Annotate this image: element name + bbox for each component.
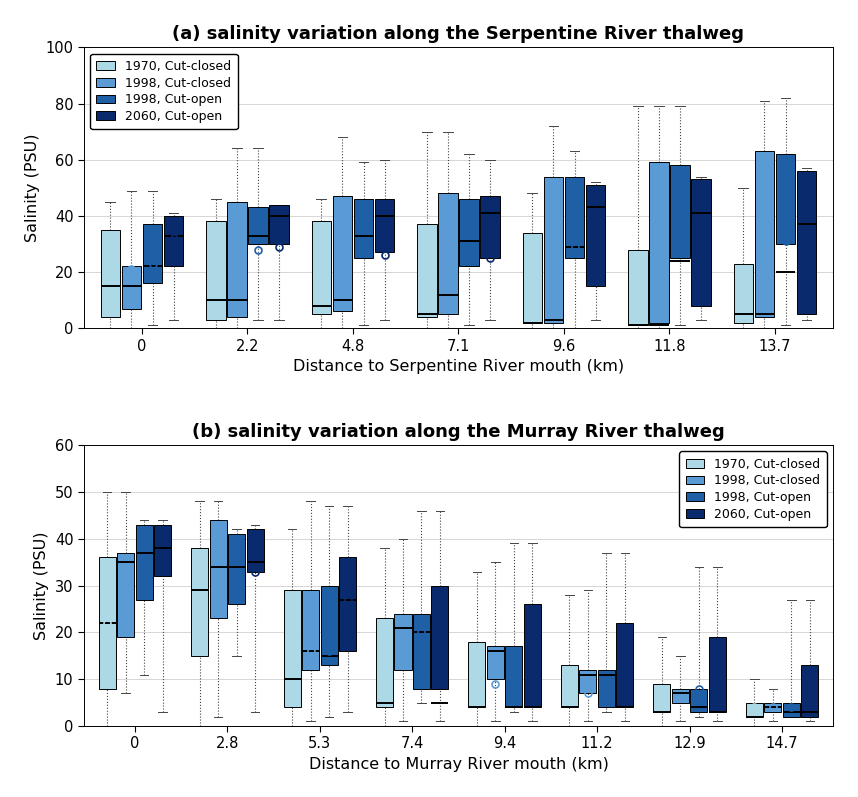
Bar xyxy=(269,205,289,244)
Bar xyxy=(628,249,648,325)
Bar xyxy=(586,185,606,286)
Bar xyxy=(505,646,523,707)
X-axis label: Distance to Serpentine River mouth (km): Distance to Serpentine River mouth (km) xyxy=(293,359,624,375)
Bar xyxy=(650,163,668,323)
Bar xyxy=(246,529,263,571)
Bar xyxy=(480,196,500,258)
Bar xyxy=(353,199,373,258)
Bar xyxy=(709,637,726,712)
Bar xyxy=(782,703,800,717)
Bar xyxy=(117,553,134,637)
Bar xyxy=(321,586,337,665)
Bar xyxy=(801,665,819,717)
Bar xyxy=(191,548,208,656)
Bar xyxy=(544,177,563,323)
Bar xyxy=(579,669,596,693)
Bar xyxy=(670,165,690,258)
Bar xyxy=(413,614,430,689)
Bar xyxy=(459,199,479,266)
Bar xyxy=(283,591,300,707)
Bar xyxy=(375,199,395,253)
Bar xyxy=(746,703,763,717)
Bar xyxy=(565,177,584,258)
Bar xyxy=(523,233,542,323)
Bar xyxy=(654,684,670,712)
Title: (a) salinity variation along the Serpentine River thalweg: (a) salinity variation along the Serpent… xyxy=(172,25,745,43)
Bar xyxy=(734,264,753,323)
Bar xyxy=(764,703,782,712)
Bar xyxy=(99,557,116,689)
Bar xyxy=(311,222,331,314)
Bar xyxy=(616,623,633,707)
Legend: 1970, Cut-closed, 1998, Cut-closed, 1998, Cut-open, 2060, Cut-open: 1970, Cut-closed, 1998, Cut-closed, 1998… xyxy=(680,451,827,527)
Bar xyxy=(691,689,708,712)
Y-axis label: Salinity (PSU): Salinity (PSU) xyxy=(25,134,40,242)
Bar xyxy=(302,591,319,669)
Bar xyxy=(417,224,437,317)
Bar xyxy=(100,230,120,317)
Bar xyxy=(776,154,795,244)
Bar xyxy=(206,222,226,320)
Bar xyxy=(598,669,615,707)
Legend: 1970, Cut-closed, 1998, Cut-closed, 1998, Cut-open, 2060, Cut-open: 1970, Cut-closed, 1998, Cut-closed, 1998… xyxy=(90,53,238,129)
Title: (b) salinity variation along the Murray River thalweg: (b) salinity variation along the Murray … xyxy=(192,422,725,441)
Bar xyxy=(164,216,184,266)
Bar xyxy=(672,689,689,703)
Y-axis label: Salinity (PSU): Salinity (PSU) xyxy=(34,532,49,640)
Bar xyxy=(376,618,393,707)
X-axis label: Distance to Murray River mouth (km): Distance to Murray River mouth (km) xyxy=(309,757,608,772)
Bar xyxy=(122,266,142,308)
Bar xyxy=(248,207,268,244)
Bar xyxy=(524,604,541,707)
Bar xyxy=(561,665,578,707)
Bar xyxy=(395,614,412,669)
Bar xyxy=(797,171,816,314)
Bar xyxy=(209,520,227,618)
Bar xyxy=(228,534,245,604)
Bar xyxy=(227,202,246,317)
Bar xyxy=(339,557,356,651)
Bar xyxy=(136,524,153,599)
Bar xyxy=(333,196,352,312)
Bar xyxy=(432,586,449,689)
Bar xyxy=(755,151,774,317)
Bar xyxy=(142,224,162,283)
Bar xyxy=(438,194,457,314)
Bar xyxy=(487,646,504,679)
Bar xyxy=(468,642,486,707)
Bar xyxy=(692,179,710,306)
Bar xyxy=(154,524,171,576)
